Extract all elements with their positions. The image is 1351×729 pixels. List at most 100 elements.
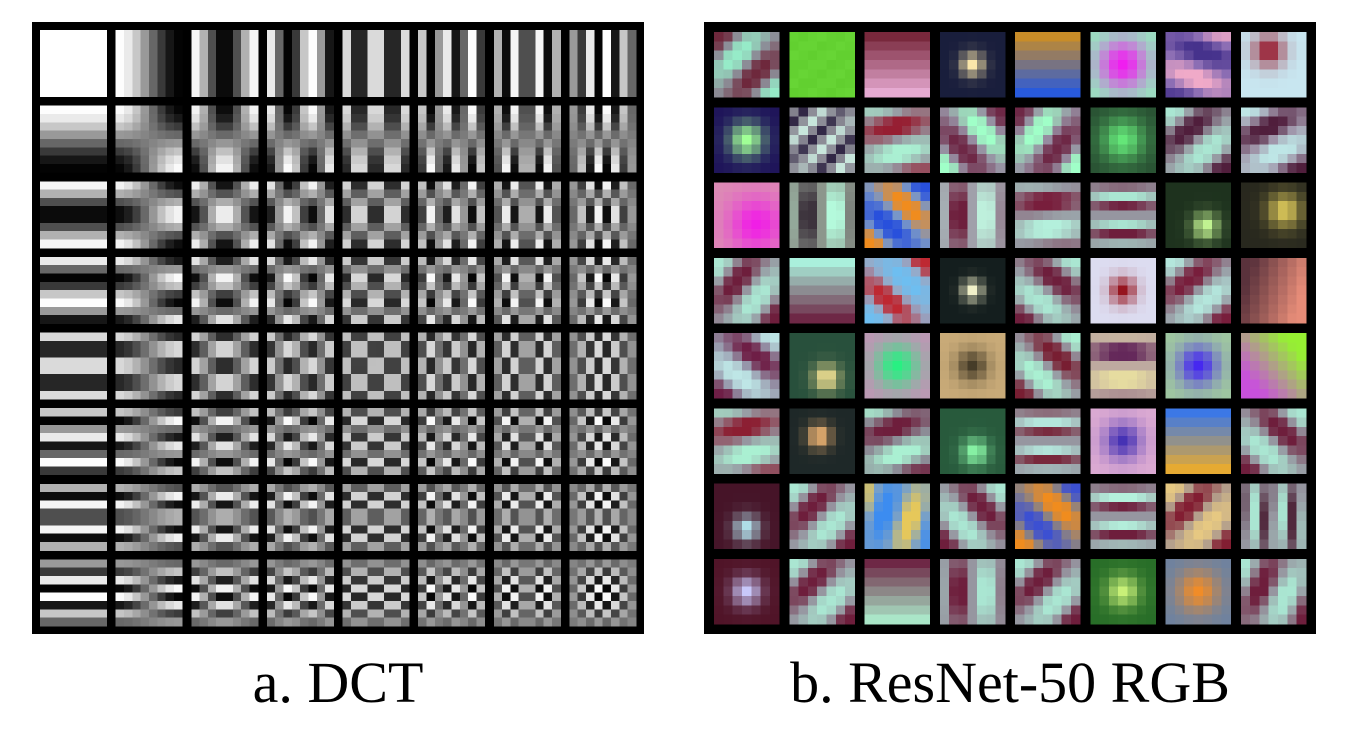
dct-basis-tile bbox=[342, 256, 410, 324]
resnet-filter-tile bbox=[1090, 333, 1156, 399]
resnet-filter-image bbox=[714, 32, 1307, 625]
resnet-filter-tile bbox=[939, 333, 1006, 399]
resnet-filter-tile bbox=[939, 483, 1006, 550]
dct-basis-tile bbox=[115, 559, 183, 627]
resnet-filter-tile bbox=[789, 182, 855, 249]
resnet-filter-tile bbox=[1090, 483, 1156, 550]
resnet-filter-tile bbox=[864, 558, 931, 625]
dct-basis-tile bbox=[191, 483, 259, 551]
resnet-filter-tile bbox=[1015, 182, 1081, 249]
dct-basis-tile bbox=[342, 559, 410, 627]
resnet-filter-tile bbox=[1015, 558, 1081, 625]
dct-basis-tile bbox=[569, 256, 637, 324]
resnet-filter-tile bbox=[1090, 107, 1156, 173]
dct-basis-tile bbox=[191, 105, 259, 173]
resnet-filter-tile bbox=[939, 558, 1006, 625]
dct-basis-tile bbox=[115, 408, 183, 476]
resnet-filter-tile bbox=[714, 182, 780, 249]
dct-basis-tile bbox=[493, 105, 561, 173]
panel-a-caption: a. DCT bbox=[252, 650, 424, 715]
dct-basis-tile bbox=[569, 332, 637, 400]
resnet-filter-tile bbox=[864, 32, 931, 98]
resnet-filter-tile bbox=[714, 558, 780, 625]
resnet-filter-tile bbox=[1240, 32, 1307, 98]
dct-basis-tile bbox=[115, 332, 183, 400]
dct-basis-tile bbox=[418, 408, 486, 476]
dct-basis-tile bbox=[418, 181, 486, 249]
resnet-filter-tile bbox=[864, 257, 931, 324]
dct-basis-tile bbox=[493, 181, 561, 249]
resnet-filter-tile bbox=[1090, 32, 1156, 98]
dct-basis-tile bbox=[493, 559, 561, 627]
resnet-filter-tile bbox=[1240, 558, 1307, 625]
dct-basis-image bbox=[40, 30, 637, 627]
dct-basis-tile bbox=[493, 332, 561, 400]
dct-basis-tile bbox=[40, 181, 108, 249]
dct-basis-tile bbox=[115, 181, 183, 249]
resnet-filter-tile bbox=[939, 32, 1006, 98]
resnet-filter-tile bbox=[789, 558, 855, 625]
resnet-filter-tile bbox=[789, 257, 855, 324]
dct-basis-tile bbox=[115, 256, 183, 324]
resnet-filter-tile bbox=[1015, 483, 1081, 550]
dct-basis-tile bbox=[569, 181, 637, 249]
resnet-filter-tile bbox=[939, 408, 1006, 474]
dct-basis-tile bbox=[191, 30, 259, 98]
resnet-filter-tile bbox=[789, 408, 855, 474]
dct-basis-tile bbox=[493, 483, 561, 551]
panel-b-caption: b. ResNet-50 RGB bbox=[790, 650, 1230, 715]
dct-basis-tile bbox=[418, 559, 486, 627]
resnet-filter-tile bbox=[1090, 182, 1156, 249]
resnet-filter-tile bbox=[864, 333, 931, 399]
resnet-filter-tile bbox=[1015, 32, 1081, 98]
dct-basis-tile bbox=[115, 105, 183, 173]
resnet-filter-tile bbox=[1165, 483, 1232, 550]
dct-basis-tile bbox=[40, 256, 108, 324]
dct-basis-tile bbox=[418, 332, 486, 400]
dct-basis-tile bbox=[569, 30, 637, 98]
resnet-filter-tile bbox=[1240, 408, 1307, 474]
resnet-filter-tile bbox=[1165, 408, 1232, 474]
dct-basis-tile bbox=[342, 408, 410, 476]
dct-basis-tile bbox=[191, 559, 259, 627]
dct-basis-tile bbox=[266, 256, 334, 324]
resnet-filter-tile bbox=[1165, 558, 1232, 625]
dct-basis-tile bbox=[40, 30, 108, 98]
dct-basis-tile bbox=[266, 332, 334, 400]
dct-basis-tile bbox=[418, 105, 486, 173]
resnet-filter-tile bbox=[864, 107, 931, 173]
resnet-filter-tile bbox=[864, 483, 931, 550]
resnet-filter-tile bbox=[939, 257, 1006, 324]
dct-basis-tile bbox=[569, 483, 637, 551]
resnet-filter-tile bbox=[1090, 257, 1156, 324]
dct-basis-tile bbox=[40, 483, 108, 551]
dct-basis-tile bbox=[493, 256, 561, 324]
resnet-filter-tile bbox=[1240, 257, 1307, 324]
dct-basis-tile bbox=[191, 408, 259, 476]
resnet-filter-grid bbox=[704, 22, 1316, 634]
dct-basis-tile bbox=[40, 408, 108, 476]
resnet-filter-tile bbox=[714, 32, 780, 98]
dct-basis-tile bbox=[266, 559, 334, 627]
resnet-filter-tile bbox=[1015, 408, 1081, 474]
dct-basis-tile bbox=[342, 181, 410, 249]
resnet-filter-tile bbox=[864, 182, 931, 249]
resnet-filter-tile bbox=[1015, 333, 1081, 399]
resnet-filter-tile bbox=[789, 483, 855, 550]
resnet-filter-tile bbox=[714, 408, 780, 474]
dct-basis-tile bbox=[40, 332, 108, 400]
resnet-filter-tile bbox=[789, 333, 855, 399]
dct-basis-tile bbox=[266, 30, 334, 98]
resnet-filter-tile bbox=[1015, 107, 1081, 173]
dct-basis-tile bbox=[493, 408, 561, 476]
dct-basis-grid bbox=[32, 22, 644, 634]
resnet-filter-tile bbox=[1015, 257, 1081, 324]
resnet-filter-tile bbox=[1165, 333, 1232, 399]
dct-basis-tile bbox=[342, 483, 410, 551]
resnet-filter-tile bbox=[1165, 107, 1232, 173]
dct-basis-tile bbox=[191, 256, 259, 324]
dct-basis-tile bbox=[266, 181, 334, 249]
resnet-filter-tile bbox=[714, 257, 780, 324]
dct-basis-tile bbox=[115, 30, 183, 98]
dct-basis-tile bbox=[191, 332, 259, 400]
